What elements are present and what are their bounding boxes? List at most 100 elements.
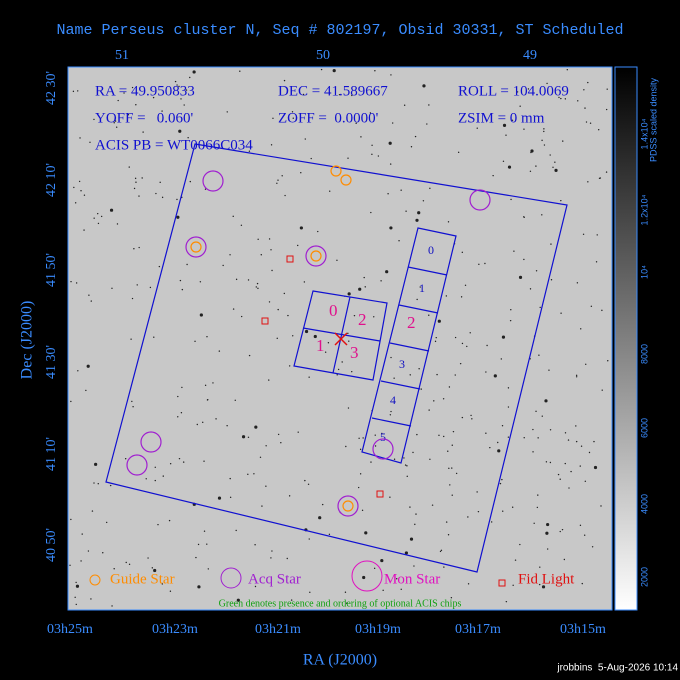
star — [79, 137, 81, 139]
guide-stars — [190, 165, 354, 512]
star — [484, 262, 486, 265]
star — [324, 351, 327, 353]
stars-field — [69, 68, 609, 607]
star — [558, 96, 560, 99]
star — [605, 108, 608, 111]
star — [451, 494, 453, 496]
star — [389, 496, 391, 498]
star — [80, 560, 82, 562]
legend-swatch — [498, 579, 506, 587]
star — [360, 136, 362, 138]
star — [388, 141, 392, 145]
star — [533, 522, 535, 524]
star — [364, 531, 368, 535]
star — [77, 90, 79, 92]
star — [567, 439, 570, 441]
star — [351, 370, 353, 373]
star — [416, 298, 418, 301]
colorbar-tick-label: 10⁴ — [639, 265, 649, 279]
star — [348, 340, 350, 342]
star — [151, 567, 154, 569]
star — [130, 338, 132, 340]
star — [169, 590, 172, 592]
star — [447, 221, 450, 223]
info: YOFF = 0.060' — [95, 110, 194, 126]
star — [579, 524, 582, 527]
colorbar-tick-label: 1.4x10⁴ — [639, 118, 649, 149]
star — [514, 559, 517, 561]
star — [90, 598, 92, 600]
star — [454, 336, 457, 339]
star — [585, 363, 587, 365]
star — [254, 585, 257, 588]
star — [543, 144, 546, 146]
star — [492, 174, 494, 177]
star — [270, 249, 272, 251]
star — [563, 558, 566, 561]
star — [70, 400, 72, 403]
star — [336, 374, 338, 376]
star — [277, 179, 279, 181]
star — [454, 374, 456, 376]
star — [535, 410, 537, 413]
star — [381, 432, 383, 435]
star — [292, 117, 294, 119]
star — [552, 166, 554, 168]
star — [109, 208, 114, 212]
star — [177, 395, 179, 398]
star — [562, 140, 564, 142]
star — [128, 563, 131, 566]
star — [513, 250, 515, 252]
x-tick-label: 03h17m — [455, 622, 501, 637]
star — [544, 399, 548, 403]
info: ZSIM = 0 mm — [458, 110, 545, 126]
star — [125, 561, 127, 564]
star — [568, 487, 570, 489]
star — [355, 122, 357, 125]
star — [543, 128, 545, 130]
star — [347, 292, 351, 296]
star — [539, 566, 541, 568]
star — [422, 84, 426, 88]
star — [196, 423, 198, 426]
info: ACIS PB = WT0066C034 — [95, 137, 253, 153]
star — [493, 374, 497, 378]
star — [418, 368, 420, 370]
star — [345, 445, 347, 448]
star — [272, 117, 274, 119]
star — [303, 281, 306, 283]
star — [589, 122, 592, 124]
star — [596, 234, 598, 236]
star — [114, 120, 117, 122]
star — [429, 458, 431, 460]
star — [87, 550, 90, 552]
star — [385, 270, 389, 274]
star — [235, 529, 237, 532]
star — [414, 523, 416, 526]
star — [134, 177, 137, 180]
star — [403, 457, 405, 459]
star — [443, 566, 445, 568]
star — [538, 583, 541, 586]
star — [507, 165, 512, 169]
star — [286, 557, 288, 560]
star — [328, 533, 331, 536]
star — [601, 309, 603, 312]
star — [414, 135, 417, 138]
star — [291, 111, 294, 113]
star — [398, 240, 400, 242]
star — [154, 466, 156, 468]
star — [177, 416, 179, 418]
star — [80, 190, 82, 192]
star — [257, 238, 259, 240]
colorbar-tick-label: 1.2x10⁴ — [639, 194, 649, 225]
star — [549, 154, 551, 156]
star — [489, 446, 491, 449]
star — [409, 374, 411, 376]
star — [437, 319, 441, 323]
star — [570, 470, 572, 473]
star — [229, 254, 231, 256]
star — [451, 444, 453, 446]
star — [268, 379, 270, 381]
